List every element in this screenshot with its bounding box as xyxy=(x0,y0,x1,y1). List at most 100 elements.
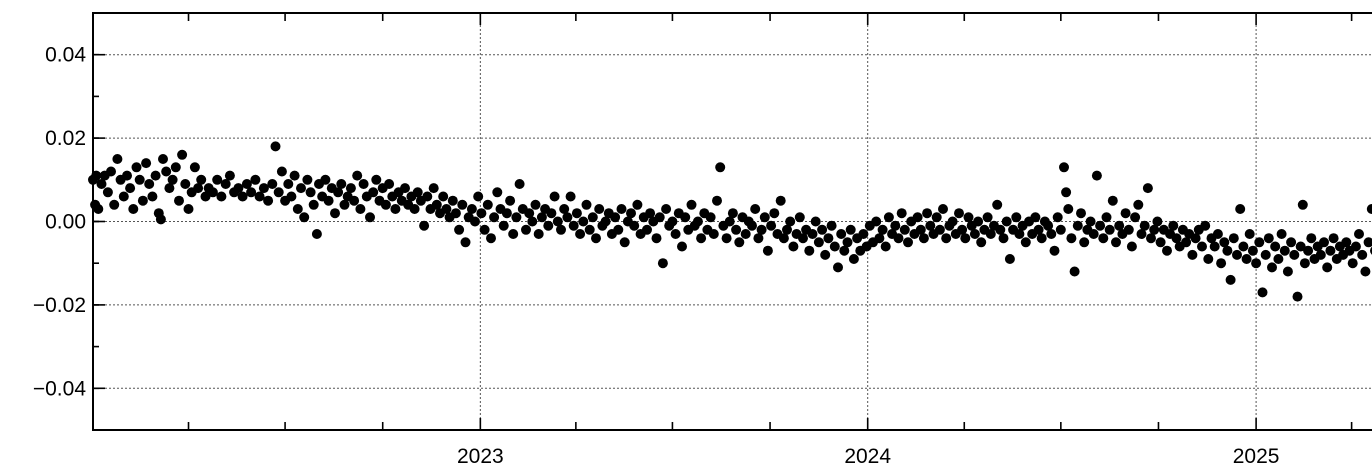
data-point xyxy=(692,216,703,227)
data-point xyxy=(109,199,120,210)
data-point xyxy=(128,204,139,214)
data-point xyxy=(769,208,780,219)
data-point xyxy=(565,191,576,202)
data-point xyxy=(798,233,808,244)
data-point xyxy=(189,162,200,173)
data-point xyxy=(1036,233,1047,244)
data-point xyxy=(750,204,761,214)
data-point xyxy=(1347,258,1358,269)
data-point xyxy=(267,179,278,189)
data-point xyxy=(584,224,595,235)
data-point xyxy=(616,204,627,214)
data-point xyxy=(1076,208,1086,219)
data-point xyxy=(479,224,490,235)
data-point xyxy=(276,166,287,177)
data-point xyxy=(1238,241,1249,252)
data-point xyxy=(1063,204,1074,214)
data-point xyxy=(339,199,350,210)
data-point xyxy=(384,179,395,189)
data-point xyxy=(170,162,181,173)
data-point xyxy=(810,216,821,227)
data-point xyxy=(302,174,313,185)
data-point xyxy=(454,224,465,235)
data-point xyxy=(629,220,640,231)
data-point xyxy=(508,229,519,239)
data-point xyxy=(1286,237,1297,248)
data-point xyxy=(820,249,831,260)
data-point xyxy=(670,229,681,239)
data-point xyxy=(756,224,767,235)
data-point xyxy=(578,216,589,227)
data-point xyxy=(521,224,531,235)
y-tick-label: 0.04 xyxy=(45,44,86,67)
data-point xyxy=(167,174,178,185)
data-point xyxy=(778,233,789,244)
data-point xyxy=(412,187,423,198)
data-point xyxy=(144,179,155,189)
data-point xyxy=(457,199,468,210)
data-point xyxy=(450,208,461,219)
data-point xyxy=(1139,220,1150,231)
data-point xyxy=(1212,229,1223,239)
data-point xyxy=(740,229,751,239)
data-point xyxy=(299,212,310,223)
data-point xyxy=(1014,229,1025,239)
data-point xyxy=(320,174,331,185)
data-point xyxy=(696,233,707,244)
data-point xyxy=(654,212,665,223)
data-point xyxy=(258,183,269,194)
data-point xyxy=(1155,237,1166,248)
data-point xyxy=(785,216,796,227)
data-point xyxy=(712,195,722,206)
data-point xyxy=(1203,254,1214,264)
data-point xyxy=(390,204,401,214)
data-point xyxy=(788,241,799,252)
data-point xyxy=(661,204,672,214)
data-point xyxy=(912,212,923,223)
data-point xyxy=(1061,187,1072,198)
data-point xyxy=(466,204,477,214)
data-point xyxy=(311,229,322,239)
data-point xyxy=(941,233,952,244)
data-point xyxy=(1267,262,1277,273)
data-point xyxy=(925,220,936,231)
data-point xyxy=(177,149,188,160)
data-point xyxy=(1315,249,1326,260)
data-point xyxy=(1187,249,1198,260)
data-point xyxy=(931,212,942,223)
data-point xyxy=(880,241,891,252)
data-point xyxy=(1241,254,1252,264)
data-point xyxy=(365,212,375,223)
data-point xyxy=(1059,162,1069,173)
data-point xyxy=(224,170,235,181)
data-point xyxy=(985,229,996,239)
data-point xyxy=(1251,258,1262,269)
data-point xyxy=(233,183,244,194)
data-point xyxy=(724,216,735,227)
data-point xyxy=(651,233,662,244)
data-point xyxy=(419,220,430,231)
data-point xyxy=(645,208,656,219)
data-point xyxy=(212,174,223,185)
data-point xyxy=(273,187,284,198)
data-point xyxy=(527,216,538,227)
data-point xyxy=(207,187,218,198)
data-point xyxy=(1130,212,1141,223)
data-point xyxy=(193,183,204,194)
data-point xyxy=(1228,233,1239,244)
y-tick-label: −0.02 xyxy=(33,294,86,317)
data-point xyxy=(727,208,738,219)
data-point xyxy=(642,224,652,235)
data-point xyxy=(794,212,805,223)
data-point xyxy=(1219,237,1230,248)
data-point xyxy=(823,233,834,244)
data-point xyxy=(498,220,509,231)
data-point xyxy=(1133,199,1144,210)
data-point xyxy=(969,229,980,239)
data-point xyxy=(982,212,993,223)
data-point xyxy=(137,195,148,206)
data-point xyxy=(1295,241,1306,252)
data-point xyxy=(476,208,487,219)
data-point xyxy=(1066,233,1077,244)
data-point xyxy=(1030,212,1041,223)
